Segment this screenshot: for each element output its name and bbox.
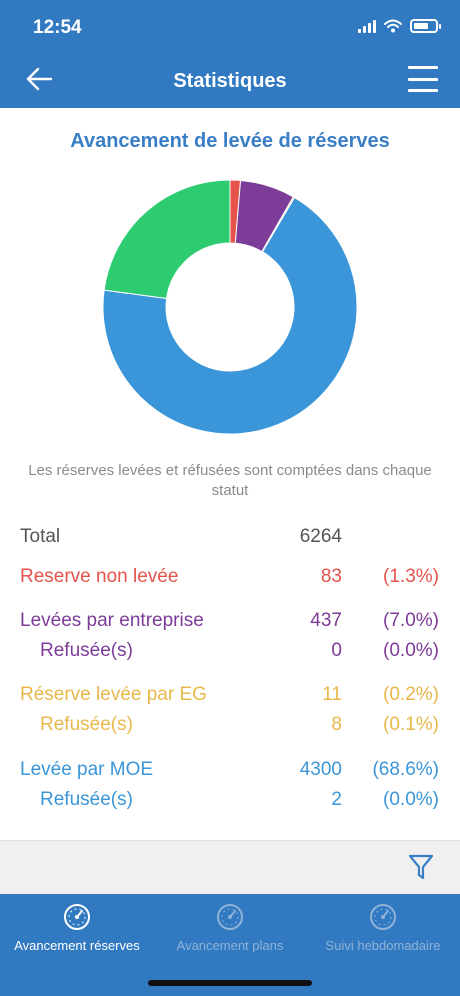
non-levee-count: 83: [320, 566, 342, 587]
battery-icon: [410, 19, 441, 33]
row-moe-refusee: Refusée(s) 2 (0.0%): [0, 789, 460, 813]
arrow-left-icon: [26, 67, 53, 91]
donut-slice-3: [102, 196, 358, 435]
tab-avancement-plans[interactable]: Avancement plans: [153, 902, 307, 953]
eg-refusee-count: 8: [331, 714, 342, 735]
hamburger-menu-icon: [408, 66, 438, 69]
gauge-icon: [217, 904, 243, 930]
row-entreprise: Levées par entreprise 437 (7.0%): [0, 610, 460, 634]
row-entreprise-refusee: Refusée(s) 0 (0.0%): [0, 640, 460, 664]
total-label: Total: [20, 526, 61, 547]
app-header: 12:54 Statistiques: [0, 0, 460, 108]
eg-refusee-label: Refusée(s): [40, 714, 133, 735]
eg-pct: (0.2%): [383, 684, 439, 705]
moe-refusee-count: 2: [331, 789, 342, 810]
entreprise-refusee-label: Refusée(s): [40, 640, 133, 661]
moe-refusee-label: Refusée(s): [40, 789, 133, 810]
page-title: Statistiques: [173, 70, 287, 92]
moe-pct: (68.6%): [372, 759, 439, 780]
eg-label: Réserve levée par EG: [20, 684, 207, 705]
tab-label: Avancement plans: [176, 938, 284, 953]
row-eg-refusee: Refusée(s) 8 (0.1%): [0, 714, 460, 738]
chart-note: Les réserves levées et réfusées sont com…: [28, 462, 432, 499]
donut-chart: [102, 179, 358, 435]
tab-label: Suivi hebdomadaire: [325, 938, 441, 953]
wifi-icon: [384, 19, 402, 33]
home-indicator: [148, 980, 312, 986]
row-eg: Réserve levée par EG 11 (0.2%): [0, 684, 460, 708]
total-count: 6264: [299, 526, 342, 547]
donut-slice-4: [103, 179, 231, 300]
chart-title: Avancement de levée de réserves: [70, 130, 390, 152]
cellular-signal-icon: [358, 19, 376, 33]
moe-refusee-pct: (0.0%): [383, 789, 439, 810]
non-levee-pct: (1.3%): [383, 566, 439, 587]
entreprise-label: Levées par entreprise: [20, 610, 204, 631]
entreprise-count: 437: [310, 610, 342, 631]
status-time: 12:54: [33, 17, 82, 38]
eg-refusee-pct: (0.1%): [383, 714, 439, 735]
menu-button[interactable]: [408, 66, 438, 92]
row-non-levee: Reserve non levée 83 (1.3%): [0, 566, 460, 590]
entreprise-refusee-count: 0: [331, 640, 342, 661]
tab-avancement-reserves[interactable]: Avancement réserves: [0, 902, 154, 953]
tab-bar: Avancement réserves Avancement plans Sui…: [0, 894, 460, 996]
gauge-icon: [370, 904, 396, 930]
row-total: Total 6264: [0, 526, 460, 550]
gauge-icon: [64, 904, 90, 930]
moe-label: Levée par MOE: [20, 759, 154, 780]
non-levee-label: Reserve non levée: [20, 566, 179, 587]
status-icons: [358, 19, 441, 33]
tab-suivi-hebdomadaire[interactable]: Suivi hebdomadaire: [306, 902, 460, 953]
entreprise-pct: (7.0%): [383, 610, 439, 631]
moe-count: 4300: [299, 759, 342, 780]
row-moe: Levée par MOE 4300 (68.6%): [0, 759, 460, 783]
filter-button[interactable]: [408, 853, 434, 881]
filter-icon: [408, 854, 434, 880]
bottom-toolbar: [0, 840, 460, 894]
tab-label: Avancement réserves: [14, 938, 140, 953]
back-button[interactable]: [22, 62, 56, 96]
entreprise-refusee-pct: (0.0%): [383, 640, 439, 661]
eg-count: 11: [322, 684, 342, 705]
